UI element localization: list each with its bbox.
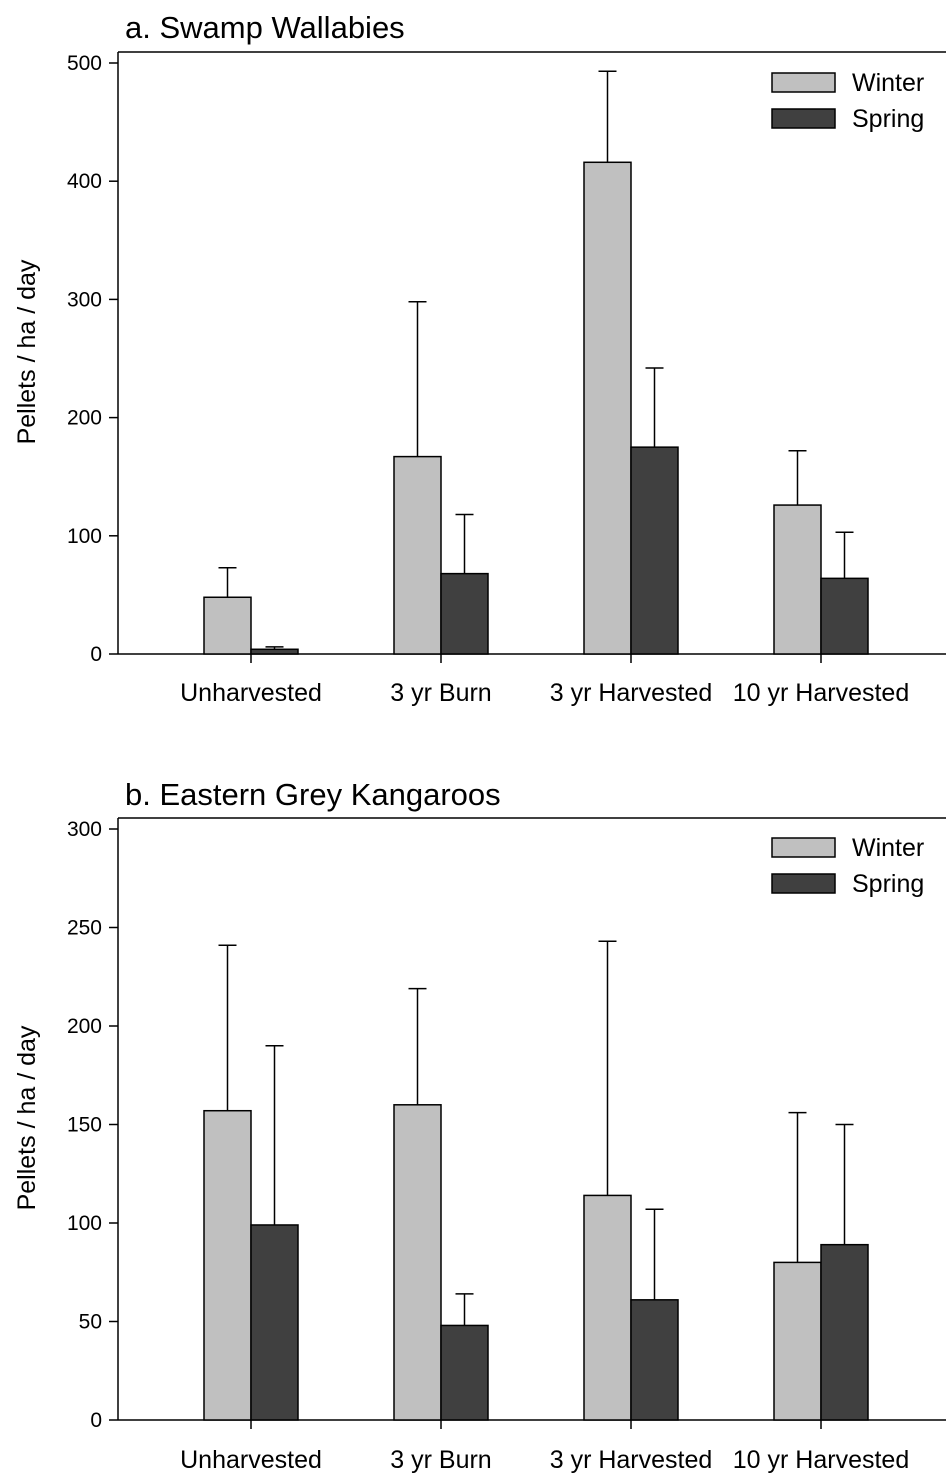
bar-spring xyxy=(440,1324,489,1421)
x-tick-label: 10 yr Harvested xyxy=(733,1446,909,1474)
legend-label-spring: Spring xyxy=(852,105,924,133)
y-tick-label: 200 xyxy=(67,1015,102,1038)
y-tick-label: 250 xyxy=(67,917,102,940)
y-tick-label: 150 xyxy=(67,1114,102,1137)
bar-winter xyxy=(583,161,632,655)
legend: Winter Spring xyxy=(771,834,924,898)
y-tick-label: 200 xyxy=(67,407,102,430)
bar-spring xyxy=(630,446,679,655)
bar-winter xyxy=(583,1194,632,1421)
legend-label-winter: Winter xyxy=(852,69,924,97)
y-tick-label: 0 xyxy=(90,643,102,666)
x-tick-label: 10 yr Harvested xyxy=(733,679,909,707)
legend-swatch-winter xyxy=(771,837,836,858)
legend-swatch-winter xyxy=(771,72,836,93)
bar-winter xyxy=(393,1104,442,1421)
chart-panel-2: b. Eastern Grey Kangaroos Pellets / ha / … xyxy=(13,777,946,1474)
legend-swatch-spring xyxy=(771,873,836,894)
bar-winter xyxy=(203,596,252,655)
bar-spring xyxy=(440,572,489,655)
legend-label-winter: Winter xyxy=(852,834,924,862)
chart-title: b. Eastern Grey Kangaroos xyxy=(125,777,501,812)
legend-label-spring: Spring xyxy=(852,870,924,898)
y-tick-label: 0 xyxy=(90,1409,102,1432)
bar-winter xyxy=(773,504,822,655)
bar-winter xyxy=(203,1109,252,1421)
y-tick-label: 300 xyxy=(67,288,102,311)
legend-swatch-spring xyxy=(771,108,836,129)
x-tick-label: Unharvested xyxy=(180,1446,322,1474)
x-tick-label: 3 yr Harvested xyxy=(550,1446,713,1474)
y-axis-label: Pellets / ha / day xyxy=(13,1025,41,1210)
y-tick-label: 100 xyxy=(67,1212,102,1235)
bar-spring xyxy=(820,577,869,655)
y-tick-label: 500 xyxy=(67,52,102,75)
chart-panel-1: a. Swamp Wallabies Pellets / ha / day 0 100… xyxy=(13,10,946,707)
bar-spring xyxy=(250,648,299,655)
bar-spring xyxy=(820,1243,869,1421)
legend: Winter Spring xyxy=(771,69,924,133)
chart-title: a. Swamp Wallabies xyxy=(125,10,405,45)
x-tick-label: 3 yr Burn xyxy=(390,679,491,707)
y-axis-label: Pellets / ha / day xyxy=(13,259,41,444)
x-tick-label: 3 yr Burn xyxy=(390,1446,491,1474)
y-tick-label: 100 xyxy=(67,525,102,548)
bar-spring xyxy=(630,1299,679,1421)
bar-winter xyxy=(773,1261,822,1421)
y-tick-label: 400 xyxy=(67,170,102,193)
y-tick-label: 50 xyxy=(79,1311,102,1334)
y-tick-label: 300 xyxy=(67,818,102,841)
x-tick-label: Unharvested xyxy=(180,679,322,707)
x-tick-label: 3 yr Harvested xyxy=(550,679,713,707)
bar-winter xyxy=(393,455,442,655)
bar-spring xyxy=(250,1224,299,1421)
